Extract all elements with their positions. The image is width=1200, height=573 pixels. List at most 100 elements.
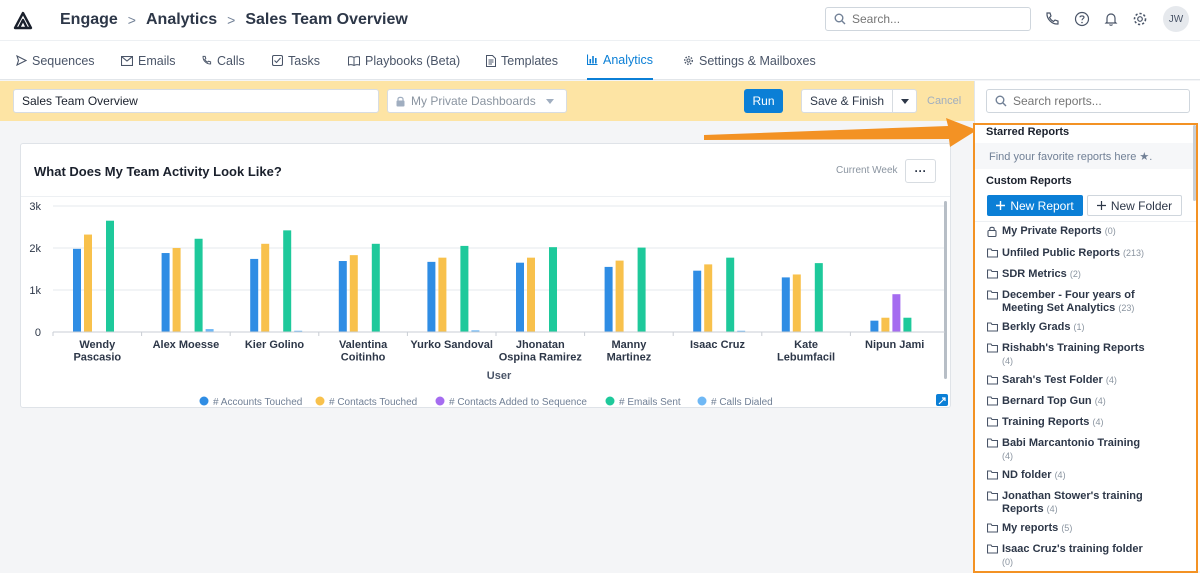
report-folder-item[interactable]: Isaac Cruz's training folder (0) [975,540,1196,569]
breadcrumb-section[interactable]: Analytics [145,11,218,28]
report-folder-name: Sarah's Test Folder [1002,374,1103,386]
report-folder-count: (4) [1092,417,1104,427]
phone-icon[interactable] [1044,11,1060,27]
legend-label: # Accounts Touched [213,397,302,408]
bar [371,243,380,332]
report-search-input[interactable] [1013,94,1183,108]
bar [881,317,890,332]
caret-down-icon [900,98,909,104]
report-folder-count: (4) [1002,356,1013,366]
report-folder-item[interactable]: Unfiled Public Reports (213) [975,244,1196,265]
starred-empty-hint: Find your favorite reports here ★. [975,143,1196,169]
x-tick-label: Jhonatan [516,339,565,351]
outreach-logo-icon[interactable] [13,10,33,30]
folder-icon [986,395,999,410]
run-button[interactable]: Run [744,89,783,113]
report-folder-item[interactable]: Rishabh's Training Reports (4) [975,339,1196,371]
annotation-arrow [704,118,977,147]
book-icon [348,55,360,66]
bar [615,260,624,332]
nav-tasks[interactable]: Tasks [272,41,320,80]
report-folder-item[interactable]: December - Four years of Meeting Set Ana… [975,286,1196,318]
nav-analytics[interactable]: Analytics [587,41,654,80]
divider [21,196,950,197]
global-search[interactable] [825,7,1031,31]
bar [516,262,524,332]
user-avatar[interactable]: JW [1163,6,1189,32]
report-folder-item[interactable]: Bernard Top Gun (4) [975,392,1196,413]
legend-swatch [315,396,325,406]
report-folder-label: Isaac Cruz's training folder (0) [1002,543,1152,569]
report-folder-item[interactable]: SDR Metrics (2) [975,265,1196,286]
nav-settings-mailboxes[interactable]: Settings & Mailboxes [683,41,816,80]
y-tick-label: 0 [35,327,41,339]
report-folder-item[interactable]: Training Reports (4) [975,413,1196,434]
dashboard-folder-select[interactable]: My Private Dashboards [387,89,567,113]
report-card: What Does My Team Activity Look Like? Cu… [20,143,951,408]
cancel-link[interactable]: Cancel [927,95,962,107]
bar [460,245,469,332]
x-tick-label: Isaac Cruz [690,339,746,351]
breadcrumb-app[interactable]: Engage [60,11,118,28]
plus-icon [1096,201,1106,210]
global-search-input[interactable] [852,12,1022,26]
report-folder-name: Jonathan Stower's training Reports [1002,490,1143,515]
report-folder-item[interactable]: My Private Reports (0) [975,222,1196,244]
report-folder-name: Bernard Top Gun [1002,395,1092,407]
reports-sidebar: Starred Reports Find your favorite repor… [973,81,1200,573]
report-title: What Does My Team Activity Look Like? [34,164,282,179]
nav-label: Tasks [288,53,320,68]
bar [161,253,170,332]
custom-reports-heading: Custom Reports [986,175,1072,187]
bell-icon[interactable] [1103,11,1119,27]
nav-label: Templates [501,53,558,68]
gear-icon[interactable] [1132,11,1148,27]
bar [338,261,347,332]
nav-playbooks[interactable]: Playbooks (Beta) [348,41,460,80]
save-options-button[interactable] [892,89,917,113]
dashboard-folder-label: My Private Dashboards [411,94,536,108]
y-tick-label: 3k [29,201,41,213]
new-report-button[interactable]: New Report [987,195,1083,216]
report-folder-item[interactable]: Babi Marcantonio Training (4) [975,434,1196,466]
resize-handle[interactable] [936,394,948,406]
page-title: Sales Team Overview [245,11,408,28]
report-period: Current Week [836,165,898,176]
help-icon[interactable] [1074,11,1090,27]
nav-sequences[interactable]: Sequences [16,41,95,80]
x-tick-label: Lebumfacil [777,352,835,364]
dashboard-name-input[interactable] [13,89,379,113]
report-folder-item[interactable]: Berkly Grads (1) [975,318,1196,339]
legend-swatch [605,396,615,406]
report-folder-item[interactable]: Jonathan Stower's training Reports (4) [975,487,1196,519]
nav-emails[interactable]: Emails [121,41,176,80]
sidebar-scrollbar[interactable] [1193,125,1196,201]
legend-swatch [199,396,209,406]
report-folder-item[interactable]: My reports (5) [975,519,1196,540]
nav-calls[interactable]: Calls [201,41,245,80]
report-folder-name: Babi Marcantonio Training [1002,437,1141,449]
bar [737,330,746,332]
report-search[interactable] [986,89,1190,113]
folder-icon [986,289,999,315]
report-folder-count: (2) [1069,269,1081,279]
report-folder-item[interactable]: ND folder (4) [975,466,1196,487]
folder-icon [986,490,999,516]
x-tick-label: Yurko Sandoval [410,339,493,351]
legend-label: # Emails Sent [619,397,681,408]
x-tick-label: Pascasio [73,352,121,364]
folder-icon [986,342,999,368]
more-options-button[interactable]: ··· [905,159,936,183]
lock-icon [987,225,998,241]
report-folder-label: Jonathan Stower's training Reports (4) [1002,490,1152,516]
legend-swatch [697,396,707,406]
new-folder-button[interactable]: New Folder [1087,195,1182,216]
lock-icon [396,96,405,106]
save-finish-button[interactable]: Save & Finish [801,89,893,113]
nav-templates[interactable]: Templates [486,41,558,80]
bar [781,277,790,332]
bar [84,234,92,332]
report-folder-item[interactable]: Sarah's Test Folder (4) [975,371,1196,392]
report-folder-list: My Private Reports (0) Unfiled Public Rep… [975,221,1196,569]
